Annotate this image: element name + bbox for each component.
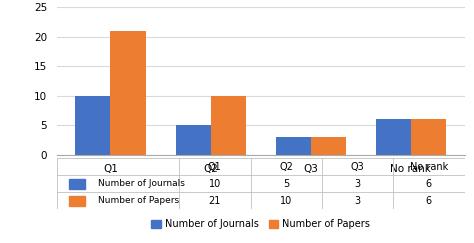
- Bar: [376, 119, 411, 155]
- Text: Q3: Q3: [351, 162, 365, 172]
- Text: 3: 3: [355, 179, 361, 189]
- Text: 21: 21: [209, 196, 221, 206]
- Text: 6: 6: [426, 196, 432, 206]
- Bar: [75, 96, 110, 155]
- Text: 10: 10: [280, 196, 292, 206]
- Text: 5: 5: [283, 179, 289, 189]
- Text: Number of Papers: Number of Papers: [98, 196, 179, 205]
- Bar: [175, 125, 210, 155]
- Text: 10: 10: [209, 179, 221, 189]
- Text: 3: 3: [355, 196, 361, 206]
- Text: 6: 6: [426, 179, 432, 189]
- Text: Q2: Q2: [279, 162, 293, 172]
- Text: Q1: Q1: [208, 162, 222, 172]
- Bar: [210, 96, 246, 155]
- Text: Number of Journals: Number of Journals: [98, 179, 184, 188]
- Bar: [69, 179, 85, 189]
- Bar: [276, 137, 311, 155]
- Bar: [69, 196, 85, 206]
- Bar: [311, 137, 346, 155]
- Text: No rank: No rank: [410, 162, 448, 172]
- Bar: [110, 31, 146, 155]
- Bar: [411, 119, 446, 155]
- Legend: Number of Journals, Number of Papers: Number of Journals, Number of Papers: [147, 215, 374, 233]
